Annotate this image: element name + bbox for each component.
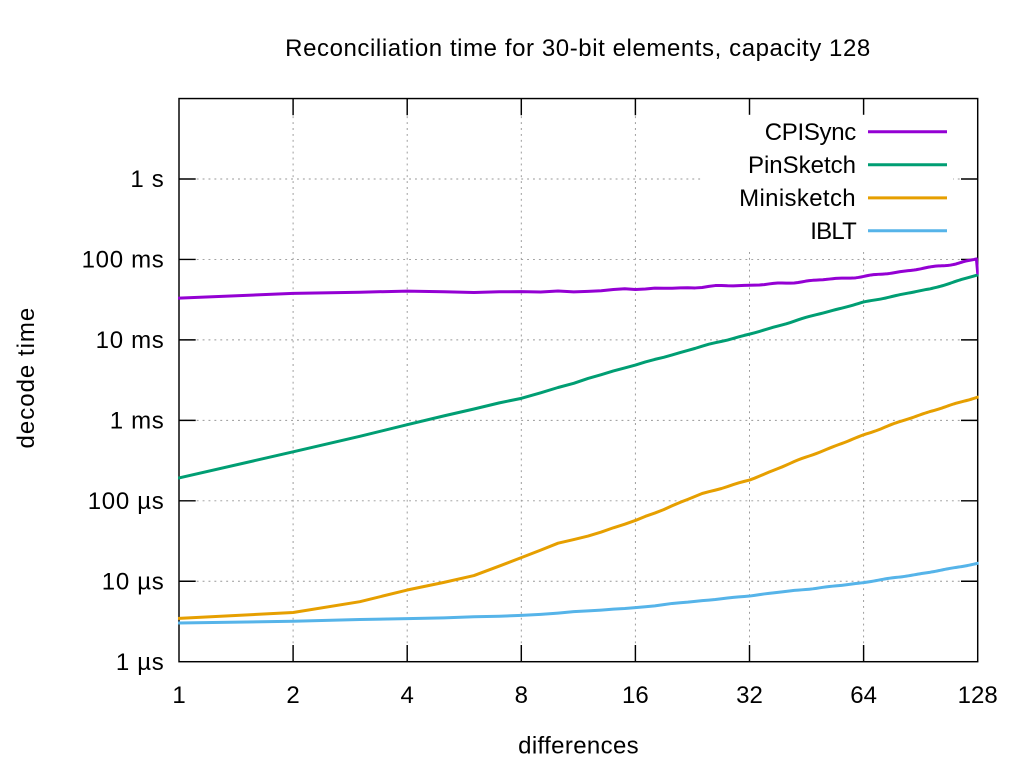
svg-text:Minisketch: Minisketch [739,185,856,212]
svg-text:differences: differences [518,732,639,759]
svg-text:100 µs: 100 µs [88,488,165,515]
svg-text:64: 64 [850,682,877,709]
svg-text:Reconciliation time for 30-bit: Reconciliation time for 30-bit elements,… [285,35,871,62]
svg-text:16: 16 [622,682,649,709]
svg-text:IBLT: IBLT [810,218,857,245]
svg-text:1: 1 [172,682,185,709]
svg-text:32: 32 [736,682,763,709]
svg-text:PinSketch: PinSketch [748,152,856,179]
svg-text:4: 4 [401,682,414,709]
svg-text:CPISync: CPISync [765,119,857,146]
svg-text:8: 8 [515,682,528,709]
svg-text:1 µs: 1 µs [116,649,165,676]
svg-text:decode time: decode time [13,307,40,449]
svg-text:100 ms: 100 ms [82,247,165,274]
svg-text:1 ms: 1 ms [110,408,165,435]
svg-text:10 µs: 10 µs [102,568,165,595]
svg-text:128: 128 [958,682,998,709]
svg-text:10 ms: 10 ms [96,327,165,354]
svg-text:1 s: 1 s [130,166,164,193]
svg-text:2: 2 [286,682,299,709]
